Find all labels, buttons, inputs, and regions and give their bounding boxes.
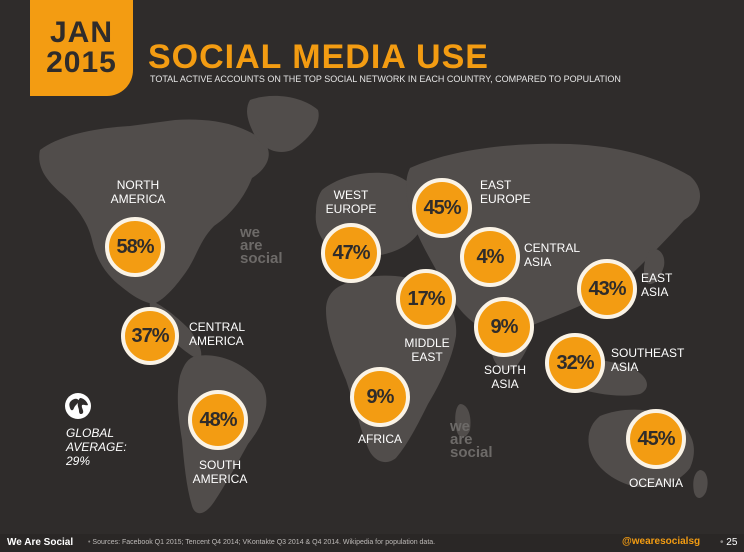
- watermark-are: are: [450, 431, 473, 448]
- region-bubble-africa: 9%: [350, 367, 410, 427]
- region-bubble-south-asia: 9%: [474, 297, 534, 357]
- region-label-east-asia: EAST ASIA: [641, 271, 673, 299]
- global-average-label: GLOBAL AVERAGE: 29%: [66, 426, 127, 468]
- badge-year: 2015: [46, 46, 117, 79]
- landmass-north-america: [39, 119, 269, 305]
- region-label-south-america: SOUTH AMERICA: [192, 458, 248, 486]
- footer-bar: [0, 534, 744, 552]
- region-bubble-central-asia: 4%: [460, 227, 520, 287]
- landmass-asia: [406, 143, 701, 334]
- page-title: SOCIAL MEDIA USE: [148, 38, 489, 76]
- region-label-east-europe: EAST EUROPE: [480, 178, 531, 206]
- region-label-oceania: OCEANIA: [628, 476, 683, 490]
- region-label-central-asia: CENTRAL ASIA: [524, 241, 581, 269]
- footer-handle[interactable]: @wearesocialsg: [622, 536, 701, 547]
- landmass-japan: [643, 248, 665, 285]
- region-label-africa: AFRICA: [357, 432, 402, 446]
- watermark-logo: we are social: [450, 418, 493, 461]
- region-label-south-asia: SOUTH ASIA: [484, 363, 526, 391]
- region-bubble-west-europe: 47%: [321, 223, 381, 283]
- footer-sources-text: Sources: Facebook Q1 2015; Tencent Q4 20…: [92, 539, 436, 546]
- landmass-madagascar: [455, 404, 471, 438]
- region-label-central-america: CENTRAL AMERICA: [189, 320, 246, 348]
- region-bubble-east-asia: 43%: [577, 259, 637, 319]
- landmass-new-zealand: [693, 470, 708, 498]
- footer-sources: • Sources: Facebook Q1 2015; Tencent Q4 …: [88, 539, 435, 546]
- watermark-social: social: [240, 250, 283, 267]
- page-subtitle: TOTAL ACTIVE ACCOUNTS ON THE TOP SOCIAL …: [150, 74, 621, 84]
- region-label-middle-east: MIDDLE EAST: [404, 336, 450, 364]
- globe-icon: [65, 393, 91, 419]
- watermark-logo: we are social: [240, 224, 283, 267]
- region-bubble-oceania: 45%: [626, 409, 686, 469]
- region-bubble-southeast-asia: 32%: [545, 333, 605, 393]
- region-bubble-north-america: 58%: [105, 217, 165, 277]
- footer-brand: We Are Social: [7, 537, 74, 548]
- region-bubble-central-america: 37%: [121, 307, 179, 365]
- watermark-are: are: [240, 237, 263, 254]
- region-label-southeast-asia: SOUTHEAST ASIA: [611, 346, 685, 374]
- date-badge: JAN 2015: [30, 0, 133, 96]
- badge-month: JAN: [49, 16, 113, 49]
- region-label-north-america: NORTH AMERICA: [110, 178, 166, 206]
- region-bubble-south-america: 48%: [188, 390, 248, 450]
- watermark-social: social: [450, 444, 493, 461]
- page-number: • 25: [720, 537, 737, 548]
- page-number-value: 25: [726, 537, 738, 548]
- region-bubble-middle-east: 17%: [396, 269, 456, 329]
- region-bubble-east-europe: 45%: [412, 178, 472, 238]
- watermark-we: we: [240, 224, 261, 241]
- globe-icon-graphic: [66, 394, 90, 418]
- landmass-greenland: [247, 95, 319, 153]
- footer-separator: •: [88, 539, 91, 546]
- watermark-we: we: [450, 418, 471, 435]
- region-label-west-europe: WEST EUROPE: [325, 188, 377, 216]
- page-number-separator: •: [720, 537, 724, 548]
